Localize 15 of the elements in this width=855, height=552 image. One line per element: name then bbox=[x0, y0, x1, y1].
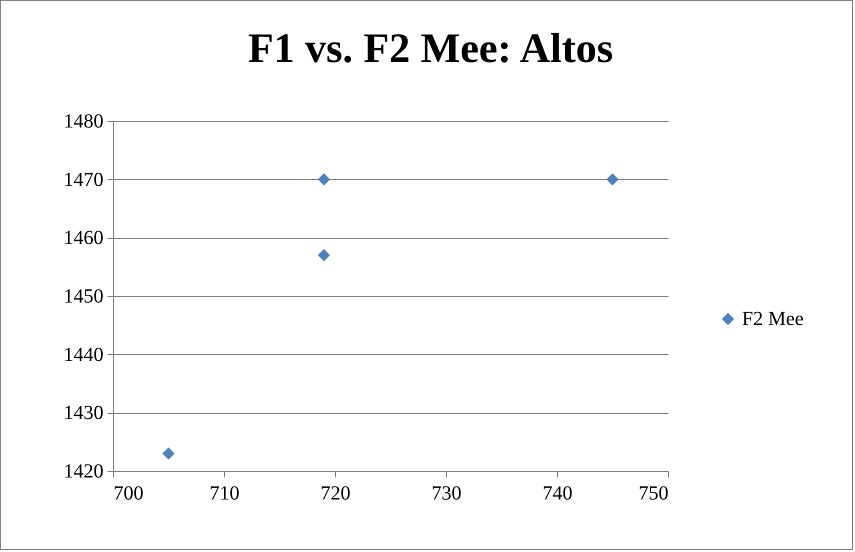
x-tick-label: 730 bbox=[432, 482, 462, 504]
chart-title: F1 vs. F2 Mee: Altos bbox=[248, 26, 614, 72]
y-tick-label: 1450 bbox=[64, 286, 104, 308]
x-tick-label: 710 bbox=[210, 482, 240, 504]
legend-label: F2 Mee bbox=[742, 308, 804, 330]
y-tick-label: 1440 bbox=[64, 344, 104, 366]
y-tick-label: 1460 bbox=[64, 227, 104, 250]
x-tick-label: 740 bbox=[542, 482, 572, 504]
y-tick-label: 1480 bbox=[64, 110, 104, 132]
x-tick-label: 750 bbox=[638, 482, 668, 504]
y-tick-label: 1430 bbox=[64, 402, 104, 424]
y-tick-label: 1420 bbox=[64, 460, 104, 482]
x-tick-label: 700 bbox=[114, 482, 144, 504]
y-tick-label: 1470 bbox=[64, 168, 104, 191]
x-tick-label: 720 bbox=[320, 482, 350, 504]
